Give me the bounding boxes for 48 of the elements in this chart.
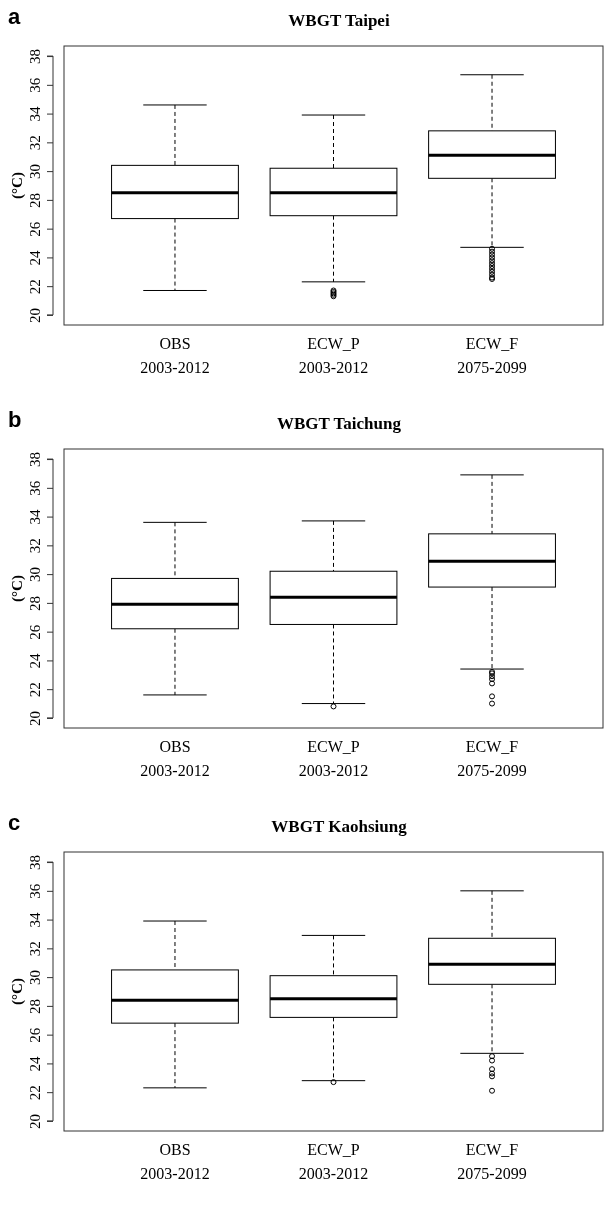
y-tick-label: 34 <box>27 912 44 928</box>
y-tick-label: 24 <box>27 1055 44 1072</box>
y-tick-label: 28 <box>27 192 44 208</box>
x-tick-label: ECW_F 2075-2099 <box>457 335 527 376</box>
y-tick-label: 20 <box>27 1113 44 1129</box>
y-tick-label: 20 <box>27 710 44 726</box>
text: a <box>8 4 21 29</box>
y-tick-label: 22 <box>27 279 44 295</box>
y-axis-title: (°C) <box>9 172 26 199</box>
y-tick-label: 20 <box>27 307 44 323</box>
y-tick-label: 26 <box>27 1027 44 1043</box>
x-tick-label: ECW_P 2003-2012 <box>298 1141 369 1182</box>
y-tick-label: 36 <box>27 480 44 496</box>
y-tick-label: 28 <box>27 998 44 1014</box>
chart-title: WBGT Taipei <box>288 11 390 30</box>
y-tick-label: 30 <box>27 970 44 986</box>
y-tick-label: 32 <box>27 941 44 957</box>
text: b <box>8 407 22 432</box>
y-axis-title: (°C) <box>9 575 26 602</box>
y-tick-label: 26 <box>27 624 44 640</box>
y-tick-label: 34 <box>27 509 44 525</box>
x-tick-label: OBS 2003-2012 <box>140 1141 210 1182</box>
y-axis-title: (°C) <box>9 978 26 1005</box>
y-tick-label: 22 <box>27 1085 44 1101</box>
y-tick-label: 38 <box>27 452 44 468</box>
chart-title: WBGT Kaohsiung <box>271 817 408 836</box>
x-tick-label: ECW_F 2075-2099 <box>457 1141 527 1182</box>
y-tick-label: 34 <box>27 106 44 122</box>
y-tick-label: 26 <box>27 221 44 237</box>
y-tick-label: 24 <box>27 652 44 669</box>
x-tick-label: ECW_F 2075-2099 <box>457 738 527 779</box>
chart-title: WBGT Taichung <box>277 414 402 433</box>
y-tick-label: 22 <box>27 682 44 698</box>
x-tick-label: OBS 2003-2012 <box>140 738 210 779</box>
y-tick-label: 36 <box>27 77 44 93</box>
y-tick-label: 24 <box>27 249 44 266</box>
y-tick-label: 28 <box>27 595 44 611</box>
y-tick-label: 30 <box>27 567 44 583</box>
y-tick-label: 30 <box>27 164 44 180</box>
x-tick-label: OBS 2003-2012 <box>140 335 210 376</box>
x-tick-label: ECW_P 2003-2012 <box>298 738 369 779</box>
y-tick-label: 38 <box>27 49 44 65</box>
x-tick-label: ECW_P 2003-2012 <box>298 335 369 376</box>
y-tick-label: 38 <box>27 855 44 871</box>
y-tick-label: 32 <box>27 538 44 554</box>
text: c <box>8 810 21 835</box>
y-tick-label: 32 <box>27 135 44 151</box>
y-tick-label: 36 <box>27 883 44 899</box>
